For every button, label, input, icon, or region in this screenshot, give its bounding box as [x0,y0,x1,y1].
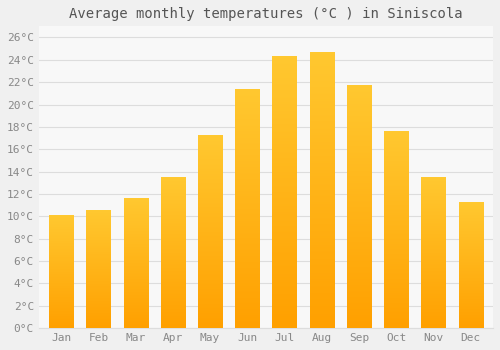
Title: Average monthly temperatures (°C ) in Siniscola: Average monthly temperatures (°C ) in Si… [69,7,462,21]
